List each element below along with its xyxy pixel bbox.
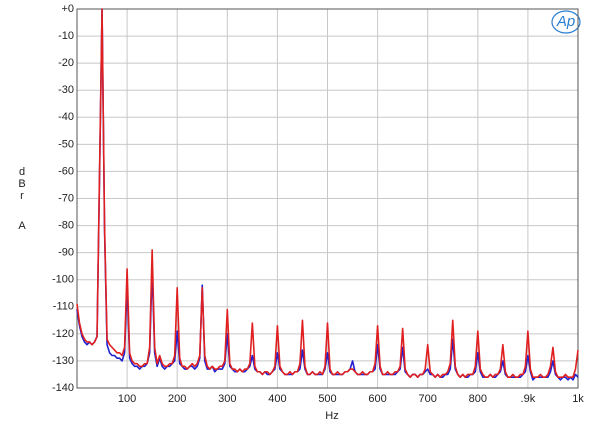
series-line	[76, 8, 579, 378]
x-tick-label: 1k	[572, 393, 584, 405]
x-tick-label: 100	[118, 393, 136, 405]
y-tick-label: -40	[58, 111, 74, 123]
y-tick-label: -140	[52, 382, 74, 394]
y-tick-label: -110	[53, 301, 74, 313]
y-tick-label: -130	[52, 355, 74, 367]
y-tick-label: -10	[58, 30, 74, 42]
plot-frame	[76, 8, 579, 389]
logo-text: Ap	[556, 13, 575, 30]
logo: Ap	[551, 10, 581, 34]
x-tick-label: 700	[419, 393, 437, 405]
x-axis-label: Hz	[325, 410, 338, 422]
x-tick-label: 300	[218, 393, 236, 405]
y-tick-label: -60	[58, 165, 74, 177]
y-tick-label: -50	[58, 138, 74, 150]
y-tick-label: -80	[58, 219, 74, 231]
x-tick-label: 400	[268, 393, 286, 405]
x-tick-label: 500	[318, 393, 336, 405]
y-tick-label: -100	[52, 274, 74, 286]
x-tick-label: 600	[368, 393, 386, 405]
y-tick-label: -20	[58, 57, 74, 69]
y-tick-label: -90	[58, 247, 74, 259]
y-tick-label: -70	[58, 192, 74, 204]
y-tick-label: -30	[58, 84, 74, 96]
y-tick-label: -120	[52, 328, 74, 340]
x-tick-label: 200	[168, 393, 186, 405]
x-tick-label: 800	[469, 393, 487, 405]
y-tick-label: +0	[61, 3, 74, 15]
x-tick-label: .9k	[521, 393, 536, 405]
